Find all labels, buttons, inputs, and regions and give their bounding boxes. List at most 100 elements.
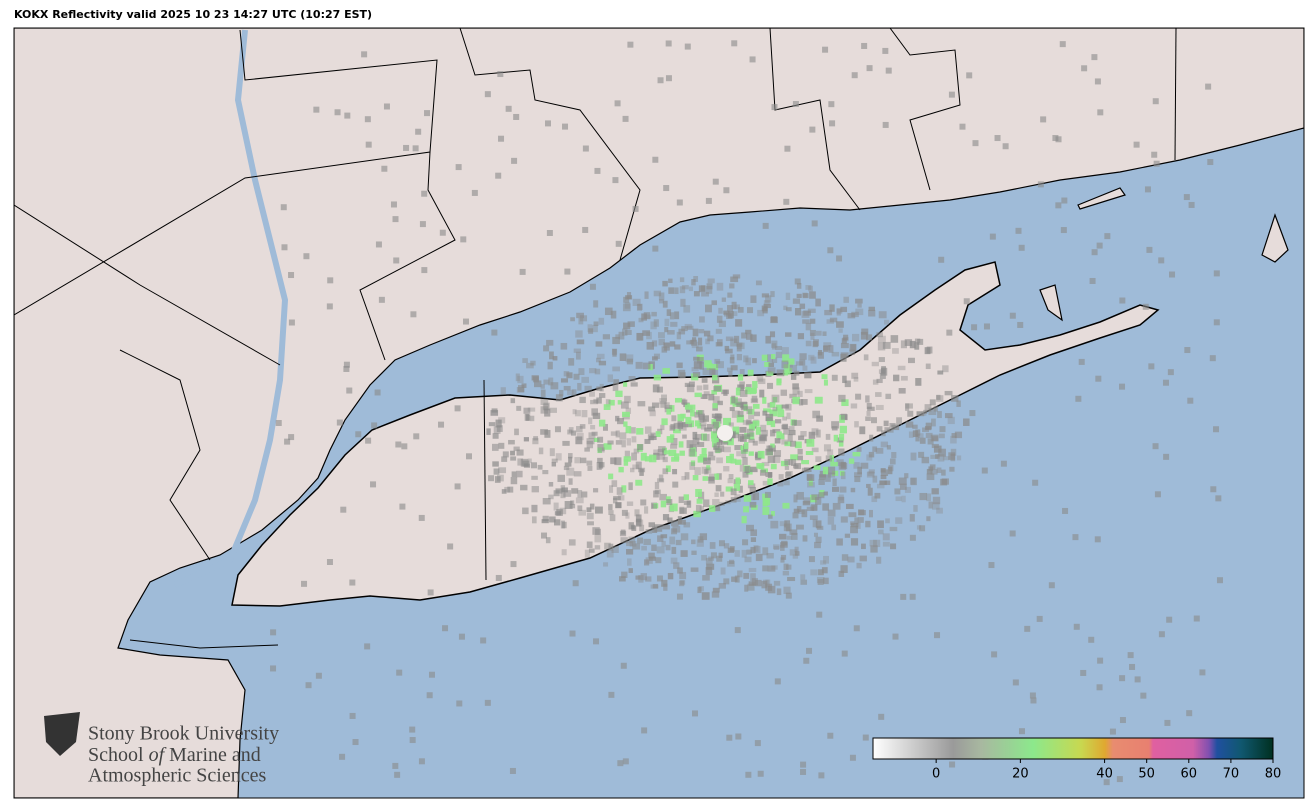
echo (614, 457, 622, 466)
echo (793, 508, 800, 514)
echo (723, 187, 730, 194)
echo (498, 417, 506, 424)
echo (729, 559, 735, 564)
echo (662, 514, 670, 521)
echo (346, 387, 353, 394)
echo (531, 486, 539, 493)
echo (950, 448, 957, 456)
echo (697, 357, 704, 364)
echo (894, 488, 901, 495)
echo (767, 565, 776, 572)
echo (809, 291, 816, 299)
echo (635, 514, 642, 523)
echo (850, 523, 859, 528)
echo (752, 492, 760, 501)
echo (349, 712, 356, 719)
echo (573, 471, 582, 477)
echo (716, 339, 723, 346)
echo (879, 372, 886, 379)
echo (877, 335, 886, 344)
echo (928, 501, 933, 509)
echo (650, 584, 659, 589)
echo (880, 474, 887, 480)
echo (714, 448, 722, 453)
echo (792, 512, 799, 519)
echo (664, 318, 670, 327)
echo (882, 341, 891, 349)
echo (662, 524, 670, 530)
echo (756, 463, 765, 469)
echo (830, 461, 838, 467)
echo (802, 292, 808, 298)
echo (786, 307, 792, 312)
echo (741, 549, 747, 558)
echo (690, 447, 696, 453)
echo (815, 298, 821, 307)
echo (828, 101, 835, 108)
echo (692, 437, 700, 445)
echo (767, 367, 776, 374)
echo (683, 305, 691, 313)
echo (597, 447, 602, 454)
echo (750, 334, 757, 342)
echo (871, 361, 879, 367)
echo (553, 502, 559, 511)
echo (575, 330, 583, 338)
echo (702, 434, 710, 442)
echo (876, 378, 883, 384)
echo (527, 407, 536, 412)
echo (611, 480, 618, 487)
echo (542, 497, 551, 505)
echo (1103, 779, 1110, 786)
echo (393, 257, 400, 264)
echo (612, 177, 619, 184)
echo (648, 522, 655, 528)
logo: Stony Brook University School of Marine … (44, 712, 279, 787)
echo (872, 475, 878, 483)
echo (809, 318, 816, 324)
echo (480, 637, 487, 644)
echo (735, 387, 741, 396)
echo (783, 198, 790, 205)
echo (839, 486, 847, 493)
echo (927, 438, 934, 445)
echo (1030, 697, 1037, 704)
echo (815, 536, 822, 543)
echo (615, 440, 622, 445)
echo (755, 579, 762, 587)
echo (827, 509, 836, 517)
echo (1193, 615, 1200, 622)
echo (895, 496, 902, 502)
echo (660, 534, 668, 539)
echo (395, 441, 402, 448)
echo (784, 145, 791, 152)
echo (636, 518, 642, 527)
echo (617, 400, 622, 405)
echo (657, 535, 664, 542)
echo (498, 467, 507, 474)
echo (570, 500, 575, 505)
echo (916, 525, 922, 530)
echo (776, 431, 782, 439)
echo (426, 692, 433, 699)
echo (688, 448, 695, 457)
echo (799, 359, 806, 366)
echo (784, 465, 790, 470)
echo (615, 430, 620, 438)
echo (617, 417, 625, 425)
echo (865, 416, 871, 421)
colorbar-tick-label: 80 (1265, 767, 1282, 782)
echo (513, 446, 520, 452)
echo (749, 56, 756, 63)
echo (588, 328, 594, 334)
echo (853, 377, 859, 382)
echo (856, 562, 862, 569)
echo (652, 384, 660, 393)
echo (586, 460, 593, 466)
echo (790, 454, 799, 461)
echo (1119, 675, 1126, 682)
echo (797, 455, 803, 461)
echo (855, 298, 863, 304)
echo (951, 395, 959, 402)
echo (752, 420, 760, 427)
